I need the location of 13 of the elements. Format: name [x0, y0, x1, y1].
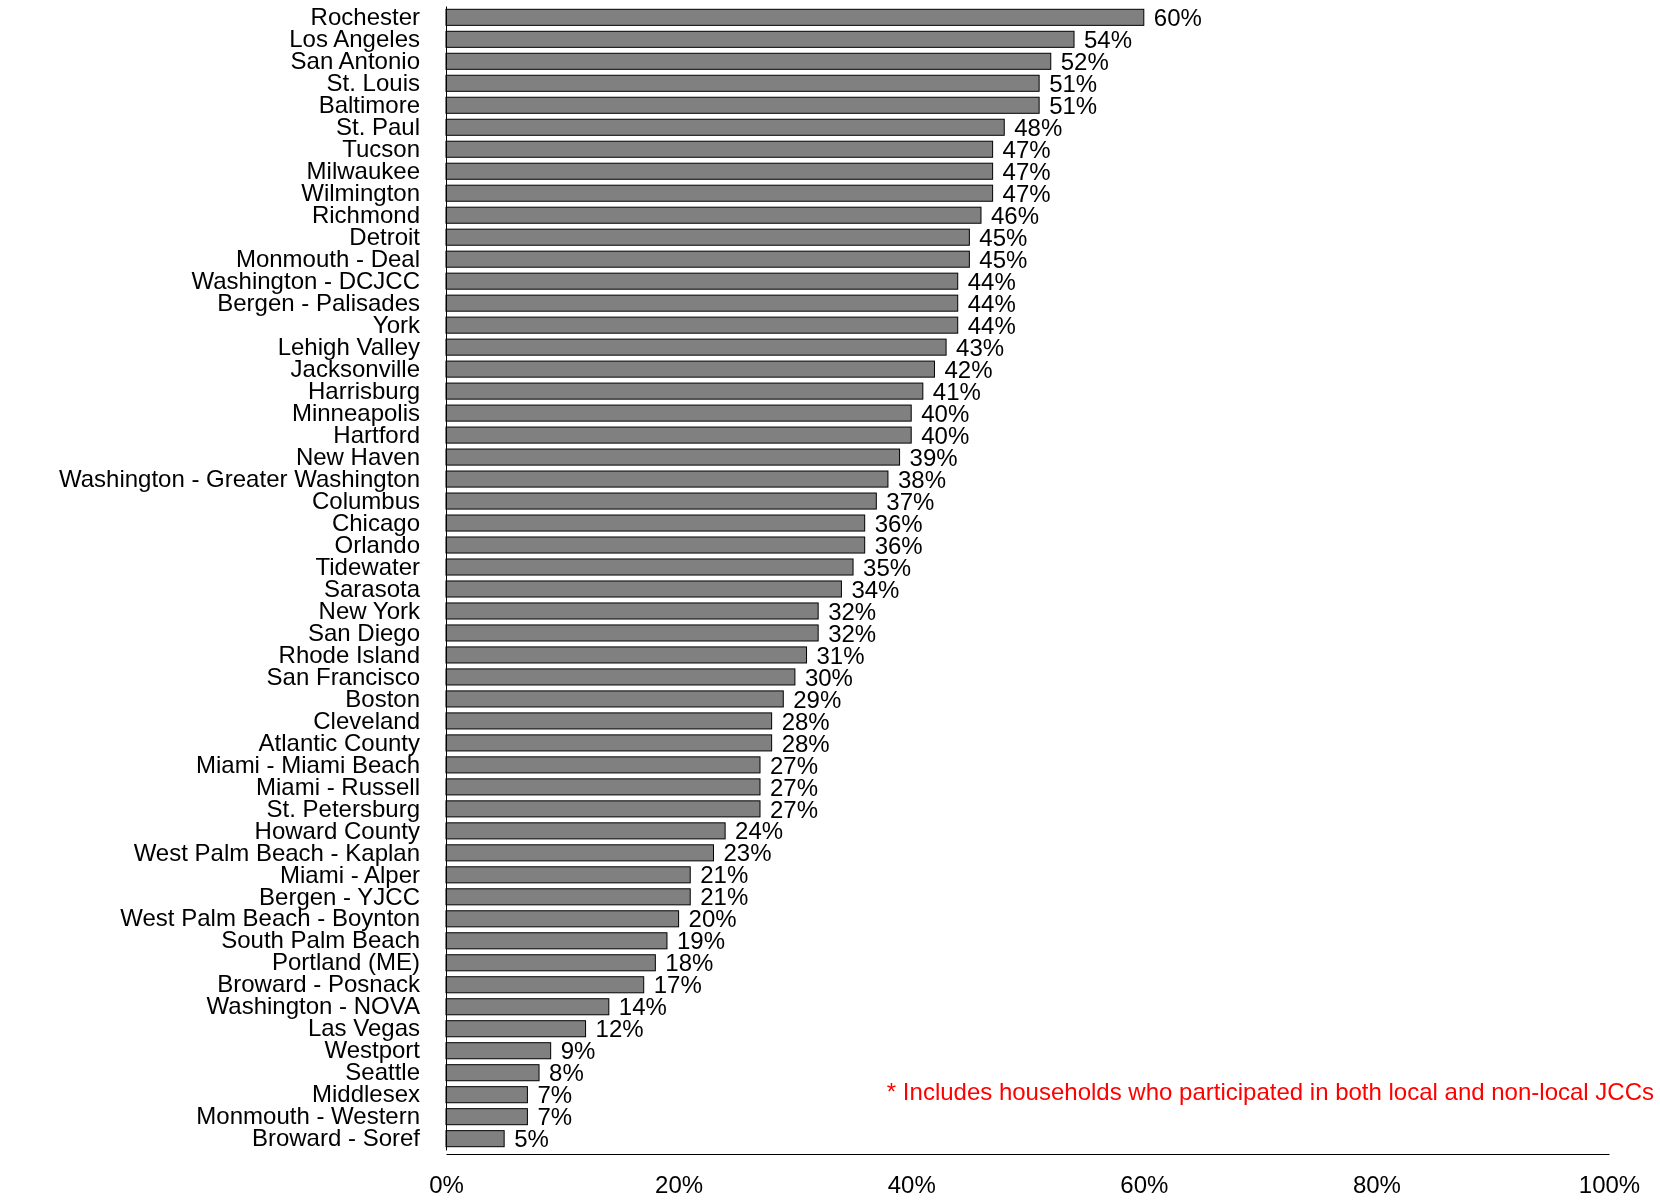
- y-tick-label: York: [372, 310, 421, 338]
- y-tick-label: Rochester: [310, 3, 420, 30]
- y-tick-label: Washington - NOVA: [206, 992, 420, 1020]
- y-tick-label: New Haven: [295, 442, 420, 470]
- x-tick-label: 40%: [887, 1171, 936, 1199]
- annotation: * Includes households who participated in both local and non-local JCCs: [886, 1078, 1654, 1105]
- x-tick-label: 20%: [655, 1171, 704, 1199]
- x-tick-label: 60%: [1120, 1171, 1169, 1199]
- x-tick-label: 80%: [1352, 1171, 1401, 1199]
- x-tick-label: 100%: [1578, 1171, 1641, 1199]
- data-label: 60%: [1153, 3, 1202, 31]
- x-tick-label: 0%: [429, 1171, 464, 1199]
- y-tick-label: Miami - Russell: [255, 772, 420, 800]
